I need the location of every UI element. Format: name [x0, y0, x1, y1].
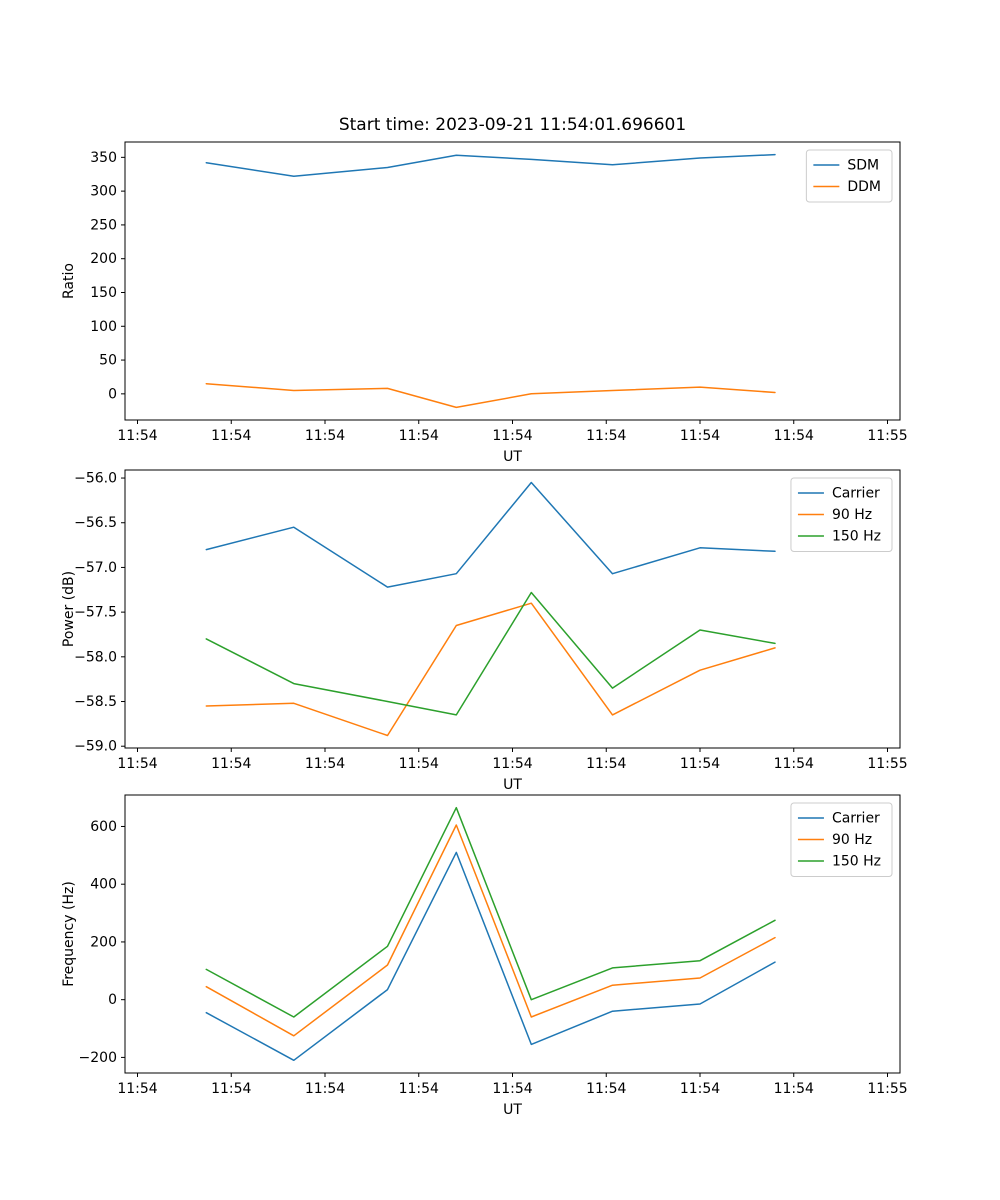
figure-title: Start time: 2023-09-21 11:54:01.696601 [339, 115, 686, 135]
legend-label: 90 Hz [832, 832, 872, 848]
legend-box [790, 477, 893, 552]
line-150-hz [205, 591, 776, 716]
x-tick-label: 11:54 [774, 1081, 814, 1097]
x-tick-label: 11:54 [117, 756, 157, 772]
legend-label: SDM [847, 158, 879, 174]
line-sdm [205, 153, 776, 178]
x-axis-label: UT [503, 777, 522, 793]
line-carrier [205, 481, 776, 588]
x-tick-label: 11:54 [117, 1081, 157, 1097]
legend-box [790, 802, 893, 877]
y-tick-label: 200 [90, 934, 117, 950]
y-tick-label: −57.5 [74, 605, 117, 621]
y-tick-label: 150 [90, 285, 117, 301]
legend-label: Carrier [832, 486, 880, 502]
axes-frame [124, 794, 901, 1074]
x-tick-label: 11:55 [867, 1081, 907, 1097]
x-tick-label: 11:54 [211, 1081, 251, 1097]
y-axis-label: Frequency (Hz) [61, 881, 77, 987]
x-tick-label: 11:54 [774, 428, 814, 444]
x-tick-label: 11:55 [867, 756, 907, 772]
y-tick-label: −57.0 [74, 560, 117, 576]
x-tick-label: 11:54 [492, 428, 532, 444]
y-tick-label: 350 [90, 150, 117, 166]
y-tick-label: 100 [90, 319, 117, 335]
line-90-hz [205, 602, 776, 737]
y-tick-label: −58.5 [74, 694, 117, 710]
y-tick-label: −56.0 [74, 471, 117, 487]
axes-frame [124, 469, 901, 749]
x-tick-label: 11:54 [586, 756, 626, 772]
x-tick-label: 11:54 [399, 1081, 439, 1097]
legend-box [805, 149, 893, 203]
x-tick-label: 11:54 [117, 428, 157, 444]
axes-background [125, 142, 900, 420]
y-tick-label: −58.0 [74, 649, 117, 665]
axes-background [125, 795, 900, 1073]
legend-label: DDM [847, 179, 881, 195]
x-tick-label: 11:54 [680, 1081, 720, 1097]
legend-label: 90 Hz [832, 507, 872, 523]
x-tick-label: 11:54 [586, 1081, 626, 1097]
y-tick-label: 300 [90, 184, 117, 200]
legend-label: 150 Hz [832, 529, 881, 545]
x-tick-label: 11:54 [211, 756, 251, 772]
x-tick-label: 11:54 [680, 756, 720, 772]
y-tick-label: 50 [99, 353, 117, 369]
x-tick-label: 11:54 [492, 756, 532, 772]
subplot-2: 11:54 11:54 11:54 11:54 11:54 11:54 11:54 11:54… [61, 469, 908, 793]
y-tick-label: −56.5 [74, 515, 117, 531]
x-tick-label: 11:54 [305, 428, 345, 444]
x-tick-label: 11:54 [305, 1081, 345, 1097]
y-axis-label: Ratio [61, 263, 77, 299]
x-tick-label: 11:54 [492, 1081, 532, 1097]
x-tick-label: 11:54 [399, 428, 439, 444]
x-tick-label: 11:54 [586, 428, 626, 444]
x-tick-label: 11:54 [680, 428, 720, 444]
y-axis-label: Power (dB) [61, 571, 77, 647]
line-carrier [205, 851, 776, 1062]
line-ddm [205, 382, 776, 409]
legend-label: Carrier [832, 811, 880, 827]
y-tick-label: −200 [79, 1050, 117, 1066]
subplot-1: 11:54 11:54 11:54 11:54 11:54 11:54 11:54 11:54… [61, 115, 908, 465]
x-axis-label: UT [503, 449, 522, 465]
subplot-3: 11:54 11:54 11:54 11:54 11:54 11:54 11:54 11:54… [61, 794, 908, 1118]
line-90-hz [205, 824, 776, 1037]
y-tick-label: −59.0 [74, 739, 117, 755]
x-tick-label: 11:54 [305, 756, 345, 772]
x-tick-label: 11:54 [399, 756, 439, 772]
line-150-hz [205, 806, 776, 1018]
x-axis-label: UT [503, 1102, 522, 1118]
y-tick-label: 200 [90, 251, 117, 267]
x-tick-label: 11:55 [867, 428, 907, 444]
y-tick-label: 0 [108, 386, 117, 402]
y-tick-label: 400 [90, 877, 117, 893]
y-tick-label: 250 [90, 217, 117, 233]
x-tick-label: 11:54 [211, 428, 251, 444]
y-tick-label: 600 [90, 819, 117, 835]
legend-label: 150 Hz [832, 854, 881, 870]
x-tick-label: 11:54 [774, 756, 814, 772]
axes-frame [124, 141, 901, 421]
y-tick-label: 0 [108, 992, 117, 1008]
